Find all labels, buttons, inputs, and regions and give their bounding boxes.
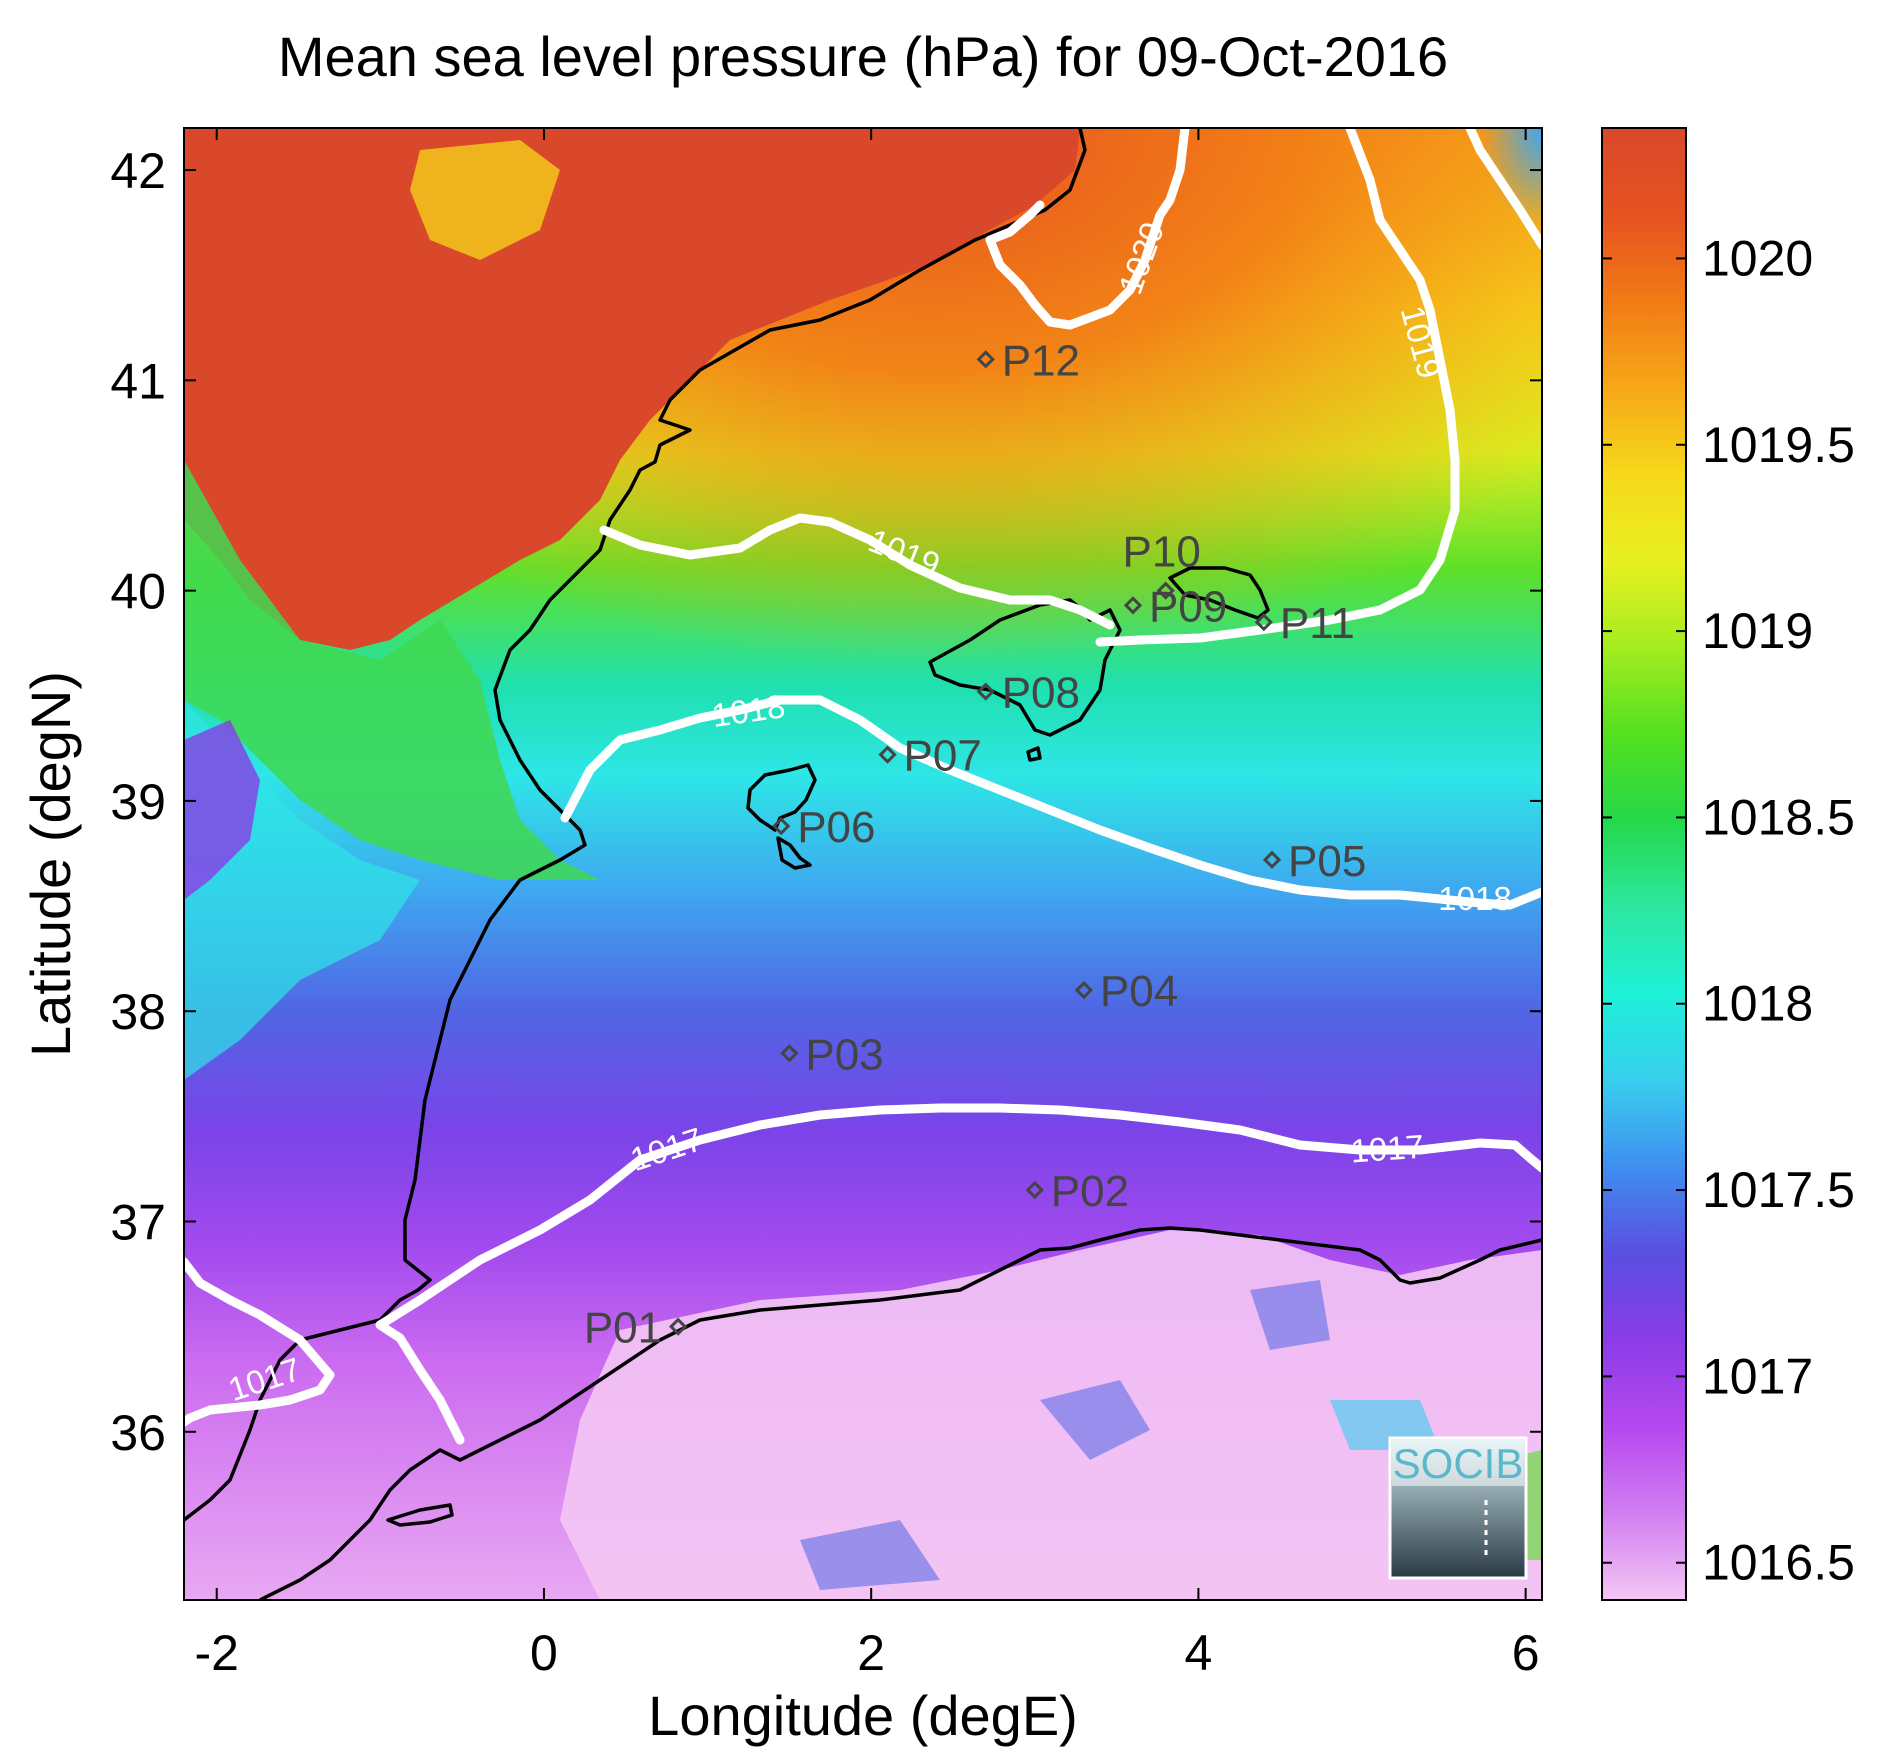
station-label: P12 bbox=[1002, 336, 1080, 385]
colorbar-tick-label: 1020 bbox=[1702, 230, 1813, 286]
figure-title: Mean sea level pressure (hPa) for 09-Oct… bbox=[278, 25, 1448, 88]
station-label: P09 bbox=[1149, 582, 1227, 631]
x-tick-label: 6 bbox=[1512, 1625, 1540, 1681]
y-tick-label: 42 bbox=[110, 143, 166, 199]
station-label: P11 bbox=[1280, 599, 1355, 648]
formentera-island bbox=[776, 836, 812, 870]
station-p06: P06 bbox=[772, 803, 875, 852]
contour-1019-east bbox=[1095, 128, 1460, 647]
station-marker-icon bbox=[1156, 581, 1175, 600]
y-tick-label: 41 bbox=[110, 353, 166, 409]
contour-1019-ne bbox=[1465, 128, 1542, 250]
menorca-island bbox=[1168, 566, 1270, 620]
station-p05: P05 bbox=[1262, 837, 1366, 886]
station-label: P01 bbox=[584, 1304, 662, 1353]
contour-1020 bbox=[985, 128, 1190, 330]
y-axis: 36 37 38 39 40 41 42 bbox=[110, 143, 1542, 1461]
iberia-land-high bbox=[184, 128, 1080, 650]
x-tick-label: 4 bbox=[1185, 1625, 1213, 1681]
station-marker-icon bbox=[1262, 850, 1282, 869]
y-tick-label: 36 bbox=[110, 1405, 166, 1461]
iberia-land-purple bbox=[184, 720, 260, 900]
y-tick-label: 40 bbox=[110, 564, 166, 620]
station-p09: P09 bbox=[1123, 582, 1227, 631]
station-label: P02 bbox=[1051, 1167, 1129, 1216]
contour-1018 bbox=[560, 695, 1542, 910]
africa-blue-patches bbox=[800, 1280, 1330, 1590]
station-p04: P04 bbox=[1074, 967, 1178, 1016]
station-label: P04 bbox=[1100, 967, 1178, 1016]
station-marker-icon bbox=[1025, 1180, 1044, 1200]
y-tick-label: 38 bbox=[110, 984, 166, 1040]
station-marker-icon bbox=[976, 682, 995, 701]
station-marker-icon bbox=[878, 745, 897, 764]
colorbar-tick-label: 1019.5 bbox=[1702, 417, 1855, 473]
station-label: P06 bbox=[797, 803, 875, 852]
station-p11: P11 bbox=[1254, 599, 1355, 648]
iberia-land-green bbox=[184, 460, 600, 880]
alboran-island bbox=[386, 1503, 454, 1527]
iberia-coastline bbox=[184, 128, 1087, 1522]
contour-label-1017-east: 1017 bbox=[1349, 1128, 1425, 1170]
station-marker-icon bbox=[1254, 613, 1273, 632]
station-marker-icon bbox=[1074, 981, 1094, 1000]
station-label: P10 bbox=[1123, 528, 1201, 577]
station-marker-icon bbox=[780, 1044, 799, 1063]
station-p02: P02 bbox=[1025, 1167, 1129, 1216]
colorbar-tick-label: 1018 bbox=[1702, 976, 1813, 1032]
station-label: P08 bbox=[1002, 669, 1080, 718]
plot-frame bbox=[183, 127, 1543, 1601]
station-p01: P01 bbox=[584, 1304, 688, 1353]
station-p07: P07 bbox=[878, 732, 982, 781]
africa-coastline bbox=[259, 1226, 1542, 1600]
y-axis-label: Latitude (degN) bbox=[19, 671, 82, 1057]
x-tick-label: -2 bbox=[194, 1625, 238, 1681]
ibiza-island bbox=[746, 763, 817, 832]
station-label: P05 bbox=[1288, 837, 1366, 886]
station-label: P07 bbox=[904, 732, 982, 781]
colorbar-tick-label: 1018.5 bbox=[1702, 789, 1855, 845]
colorbar-tick-label: 1017.5 bbox=[1702, 1162, 1855, 1218]
station-marker-icon bbox=[668, 1317, 688, 1336]
x-axis-label: Longitude (degE) bbox=[648, 1684, 1078, 1747]
contour-1019-west bbox=[599, 513, 1115, 630]
pressure-field-east bbox=[1300, 128, 1542, 528]
station-p08: P08 bbox=[976, 669, 1080, 718]
cabrera-island bbox=[1026, 746, 1042, 762]
station-p12: P12 bbox=[976, 336, 1080, 385]
station-label: P03 bbox=[805, 1030, 883, 1079]
logo-text: SOCIB bbox=[1393, 1440, 1524, 1487]
colorbar bbox=[1601, 127, 1687, 1601]
contour-label-1018-east: 1018 bbox=[1438, 880, 1511, 917]
station-marker-icon bbox=[976, 350, 995, 369]
station-p10: P10 bbox=[1123, 528, 1201, 600]
x-axis: -2 0 2 4 6 bbox=[194, 128, 1540, 1681]
station-markers: P01 P02 P03 P04 P05 P06 P07 P08 P09 P10 P11 P12 bbox=[584, 336, 1367, 1352]
colorbar-tick-label: 1017 bbox=[1702, 1348, 1813, 1404]
colorbar-tick-label: 1016.5 bbox=[1702, 1535, 1855, 1591]
contour-1017-sw bbox=[184, 1257, 335, 1427]
iberia-land-yellow bbox=[410, 140, 560, 260]
colorbar-ticks: 1016.5 1017 1017.5 1018 1018.5 1019 1019.5 1020 bbox=[1602, 230, 1855, 1591]
station-marker-icon bbox=[1123, 596, 1143, 615]
station-marker-icon bbox=[772, 817, 791, 836]
x-tick-label: 0 bbox=[530, 1625, 558, 1681]
station-p03: P03 bbox=[780, 1030, 884, 1079]
socib-logo: SOCIB bbox=[1388, 1436, 1528, 1580]
y-tick-label: 39 bbox=[110, 774, 166, 830]
contour-1017-main bbox=[375, 1103, 1542, 1445]
logo-header bbox=[1392, 1440, 1524, 1486]
x-tick-label: 2 bbox=[857, 1625, 885, 1681]
y-tick-label: 37 bbox=[110, 1194, 166, 1250]
map-area bbox=[184, 128, 1542, 1600]
colorbar-tick-label: 1019 bbox=[1702, 603, 1813, 659]
